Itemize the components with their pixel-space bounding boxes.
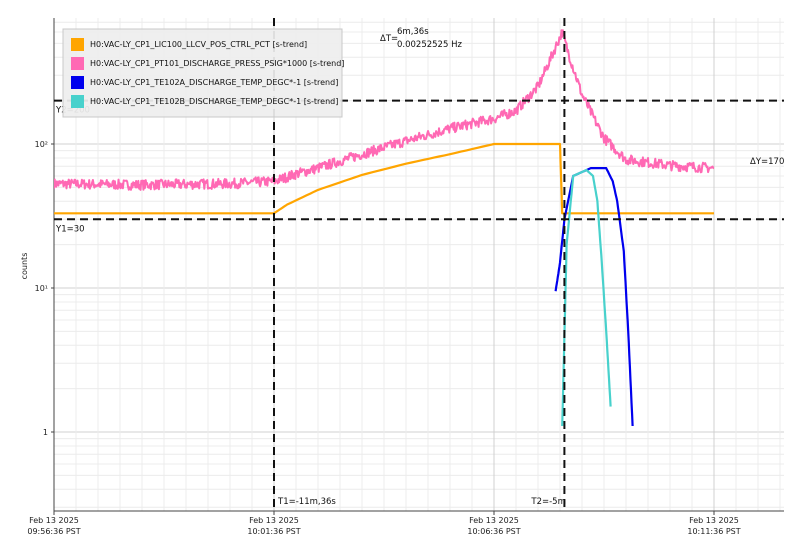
x-tick-label-time: 10:06:36 PST (467, 527, 520, 536)
legend-entry-2: H0:VAC-LY_CP1_PT101_DISCHARGE_PRESS_PSIG… (90, 59, 344, 68)
cursor-t2-label: T2=-5m (530, 497, 565, 507)
legend-entry-3: H0:VAC-LY_CP1_TE102A_DISCHARGE_TEMP_DEGC… (90, 78, 338, 87)
y-tick-label: 10¹ (35, 284, 48, 293)
legend-swatch-3 (71, 76, 84, 89)
y-tick-label: 1 (43, 428, 48, 437)
legend-entry-1: H0:VAC-LY_CP1_LIC100_LLCV_POS_CTRL_PCT [… (90, 40, 307, 49)
cursor-t1-label: T1=-11m,36s (277, 497, 336, 507)
legend-swatch-2 (71, 57, 84, 70)
legend-swatch-4 (71, 95, 84, 108)
delta-t-frequency: 0.00252525 Hz (397, 40, 462, 50)
series-line-1 (54, 142, 714, 215)
series-line-3 (554, 167, 634, 427)
y-axis-title: counts (20, 253, 29, 280)
x-tick-label-date: Feb 13 2025 (29, 516, 79, 525)
series-line-2 (54, 29, 715, 191)
legend-swatch-1 (71, 38, 84, 51)
x-tick-label-date: Feb 13 2025 (469, 516, 519, 525)
y-tick-label: 10² (35, 140, 48, 149)
x-tick-label-time: 09:56:36 PST (27, 527, 80, 536)
cursor-y1-label: Y1=30 (55, 224, 85, 234)
delta-t-value: 6m,36s (397, 27, 429, 37)
legend: H0:VAC-LY_CP1_LIC100_LLCV_POS_CTRL_PCT [… (62, 28, 344, 118)
legend-entry-4: H0:VAC-LY_CP1_TE102B_DISCHARGE_TEMP_DEGC… (90, 97, 338, 106)
legend-box (62, 28, 343, 118)
delta-y-label: ΔY=170 (750, 157, 784, 167)
x-tick-label-time: 10:11:36 PST (687, 527, 740, 536)
x-tick-label-date: Feb 13 2025 (689, 516, 739, 525)
x-tick-label-date: Feb 13 2025 (249, 516, 299, 525)
x-tick-label-time: 10:01:36 PST (247, 527, 300, 536)
delta-t-label: ΔT= (380, 34, 398, 44)
series-line-4 (561, 168, 612, 427)
